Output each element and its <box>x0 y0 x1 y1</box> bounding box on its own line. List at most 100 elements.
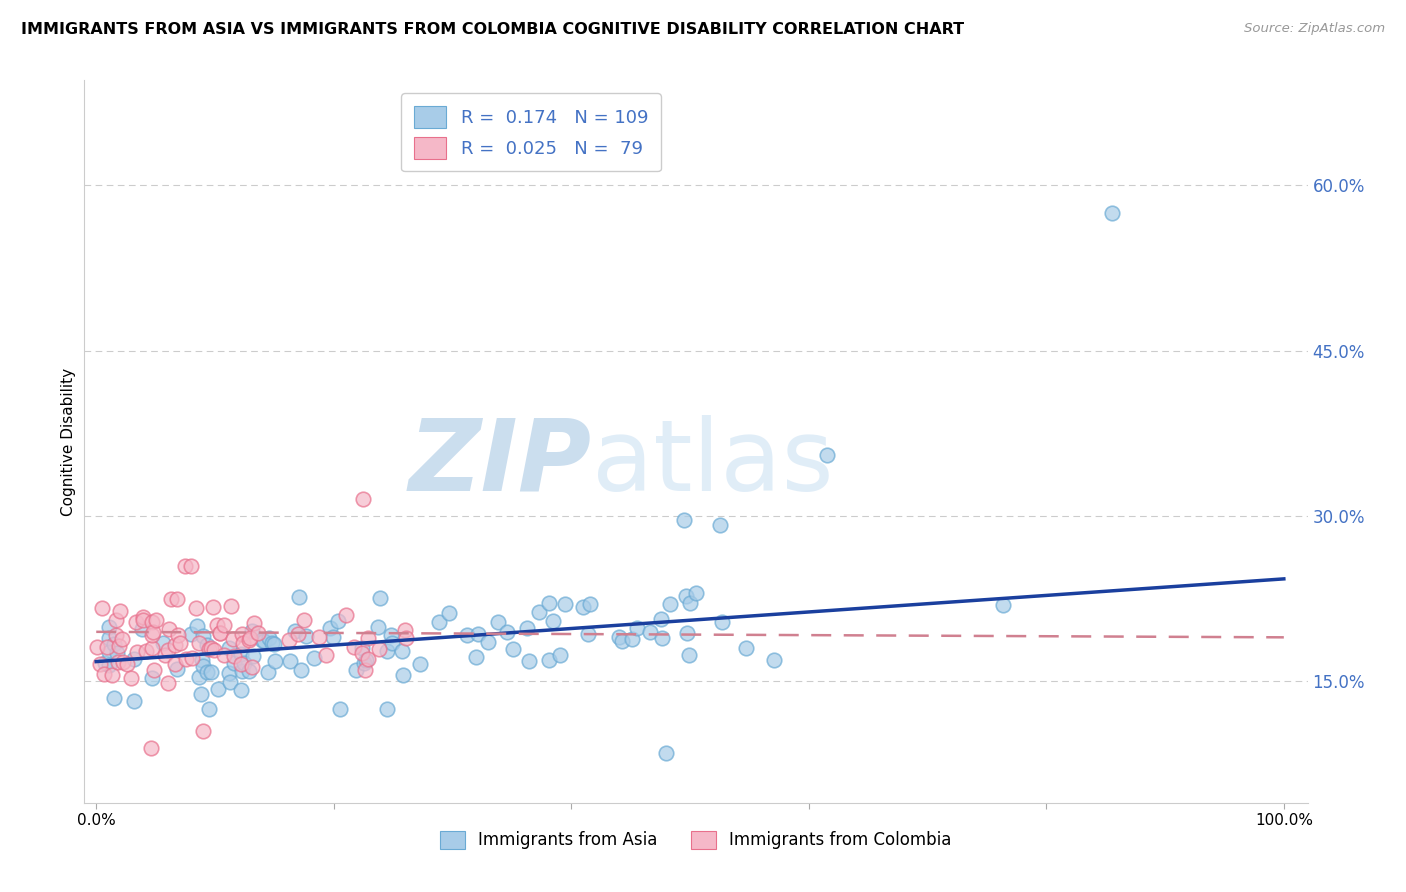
Point <box>132 613 155 627</box>
Point <box>486 615 509 629</box>
Point <box>142 625 165 640</box>
Point <box>186 618 208 632</box>
Point <box>322 630 344 644</box>
Point <box>679 596 702 610</box>
Point <box>153 648 176 662</box>
Point <box>157 643 180 657</box>
Point <box>103 691 125 706</box>
Point <box>238 664 260 678</box>
Point <box>319 622 342 636</box>
Point <box>238 633 260 648</box>
Point <box>166 662 188 676</box>
Point <box>368 591 391 605</box>
Point <box>548 648 571 662</box>
Point <box>527 605 550 619</box>
Point <box>395 631 418 645</box>
Point <box>357 652 380 666</box>
Point <box>626 621 648 635</box>
Point <box>467 627 489 641</box>
Point <box>344 663 367 677</box>
Point <box>734 640 756 655</box>
Point <box>232 636 254 650</box>
Point <box>673 513 696 527</box>
Point <box>101 668 124 682</box>
Point <box>394 623 416 637</box>
Point <box>103 638 125 652</box>
Text: Source: ZipAtlas.com: Source: ZipAtlas.com <box>1244 22 1385 36</box>
Point <box>174 558 197 573</box>
Point <box>685 586 707 600</box>
Point <box>576 627 599 641</box>
Point <box>315 648 337 663</box>
Point <box>391 643 413 657</box>
Point <box>572 599 595 614</box>
Point <box>246 626 269 640</box>
Point <box>180 558 202 573</box>
Point <box>111 632 134 647</box>
Point <box>139 740 162 755</box>
Point <box>262 636 284 650</box>
Point <box>166 591 188 606</box>
Point <box>335 608 357 623</box>
Point <box>207 618 229 632</box>
Point <box>280 654 302 668</box>
Point <box>367 620 389 634</box>
Point <box>122 652 145 666</box>
Point <box>141 615 163 629</box>
Point <box>229 648 252 662</box>
Point <box>350 646 373 660</box>
Text: atlas: atlas <box>592 415 834 512</box>
Point <box>343 640 366 654</box>
Point <box>252 632 274 647</box>
Point <box>326 614 349 628</box>
Point <box>198 702 221 716</box>
Point <box>437 606 460 620</box>
Point <box>288 590 311 604</box>
Point <box>239 631 262 645</box>
Point <box>354 663 377 677</box>
Point <box>219 599 242 613</box>
Point <box>98 658 121 673</box>
Point <box>302 650 325 665</box>
Point <box>292 613 315 627</box>
Point <box>152 636 174 650</box>
Point <box>105 628 128 642</box>
Point <box>243 615 266 630</box>
Point <box>676 626 699 640</box>
Point <box>200 665 222 680</box>
Point <box>198 641 221 656</box>
Point <box>200 640 222 655</box>
Point <box>208 625 231 640</box>
Point <box>658 597 681 611</box>
Point <box>108 604 131 618</box>
Point <box>212 648 235 663</box>
Point <box>231 664 253 678</box>
Point <box>264 654 287 668</box>
Point <box>429 615 451 629</box>
Point <box>131 622 153 636</box>
Point <box>638 624 661 639</box>
Point <box>253 633 276 648</box>
Point <box>392 668 415 682</box>
Text: IMMIGRANTS FROM ASIA VS IMMIGRANTS FROM COLOMBIA COGNITIVE DISABILITY CORRELATIO: IMMIGRANTS FROM ASIA VS IMMIGRANTS FROM … <box>21 22 965 37</box>
Point <box>287 626 309 640</box>
Point <box>655 746 678 760</box>
Point <box>294 629 316 643</box>
Point <box>167 627 190 641</box>
Point <box>145 613 167 627</box>
Point <box>256 665 278 679</box>
Point <box>502 642 524 657</box>
Point <box>207 682 229 697</box>
Point <box>678 648 700 663</box>
Point <box>193 659 215 673</box>
Point <box>357 632 380 646</box>
Point <box>93 657 115 671</box>
Point <box>108 639 131 653</box>
Point <box>231 627 253 641</box>
Point <box>202 642 225 657</box>
Point <box>218 640 240 655</box>
Point <box>180 650 202 665</box>
Point <box>381 636 404 650</box>
Point <box>229 657 252 671</box>
Point <box>86 640 108 654</box>
